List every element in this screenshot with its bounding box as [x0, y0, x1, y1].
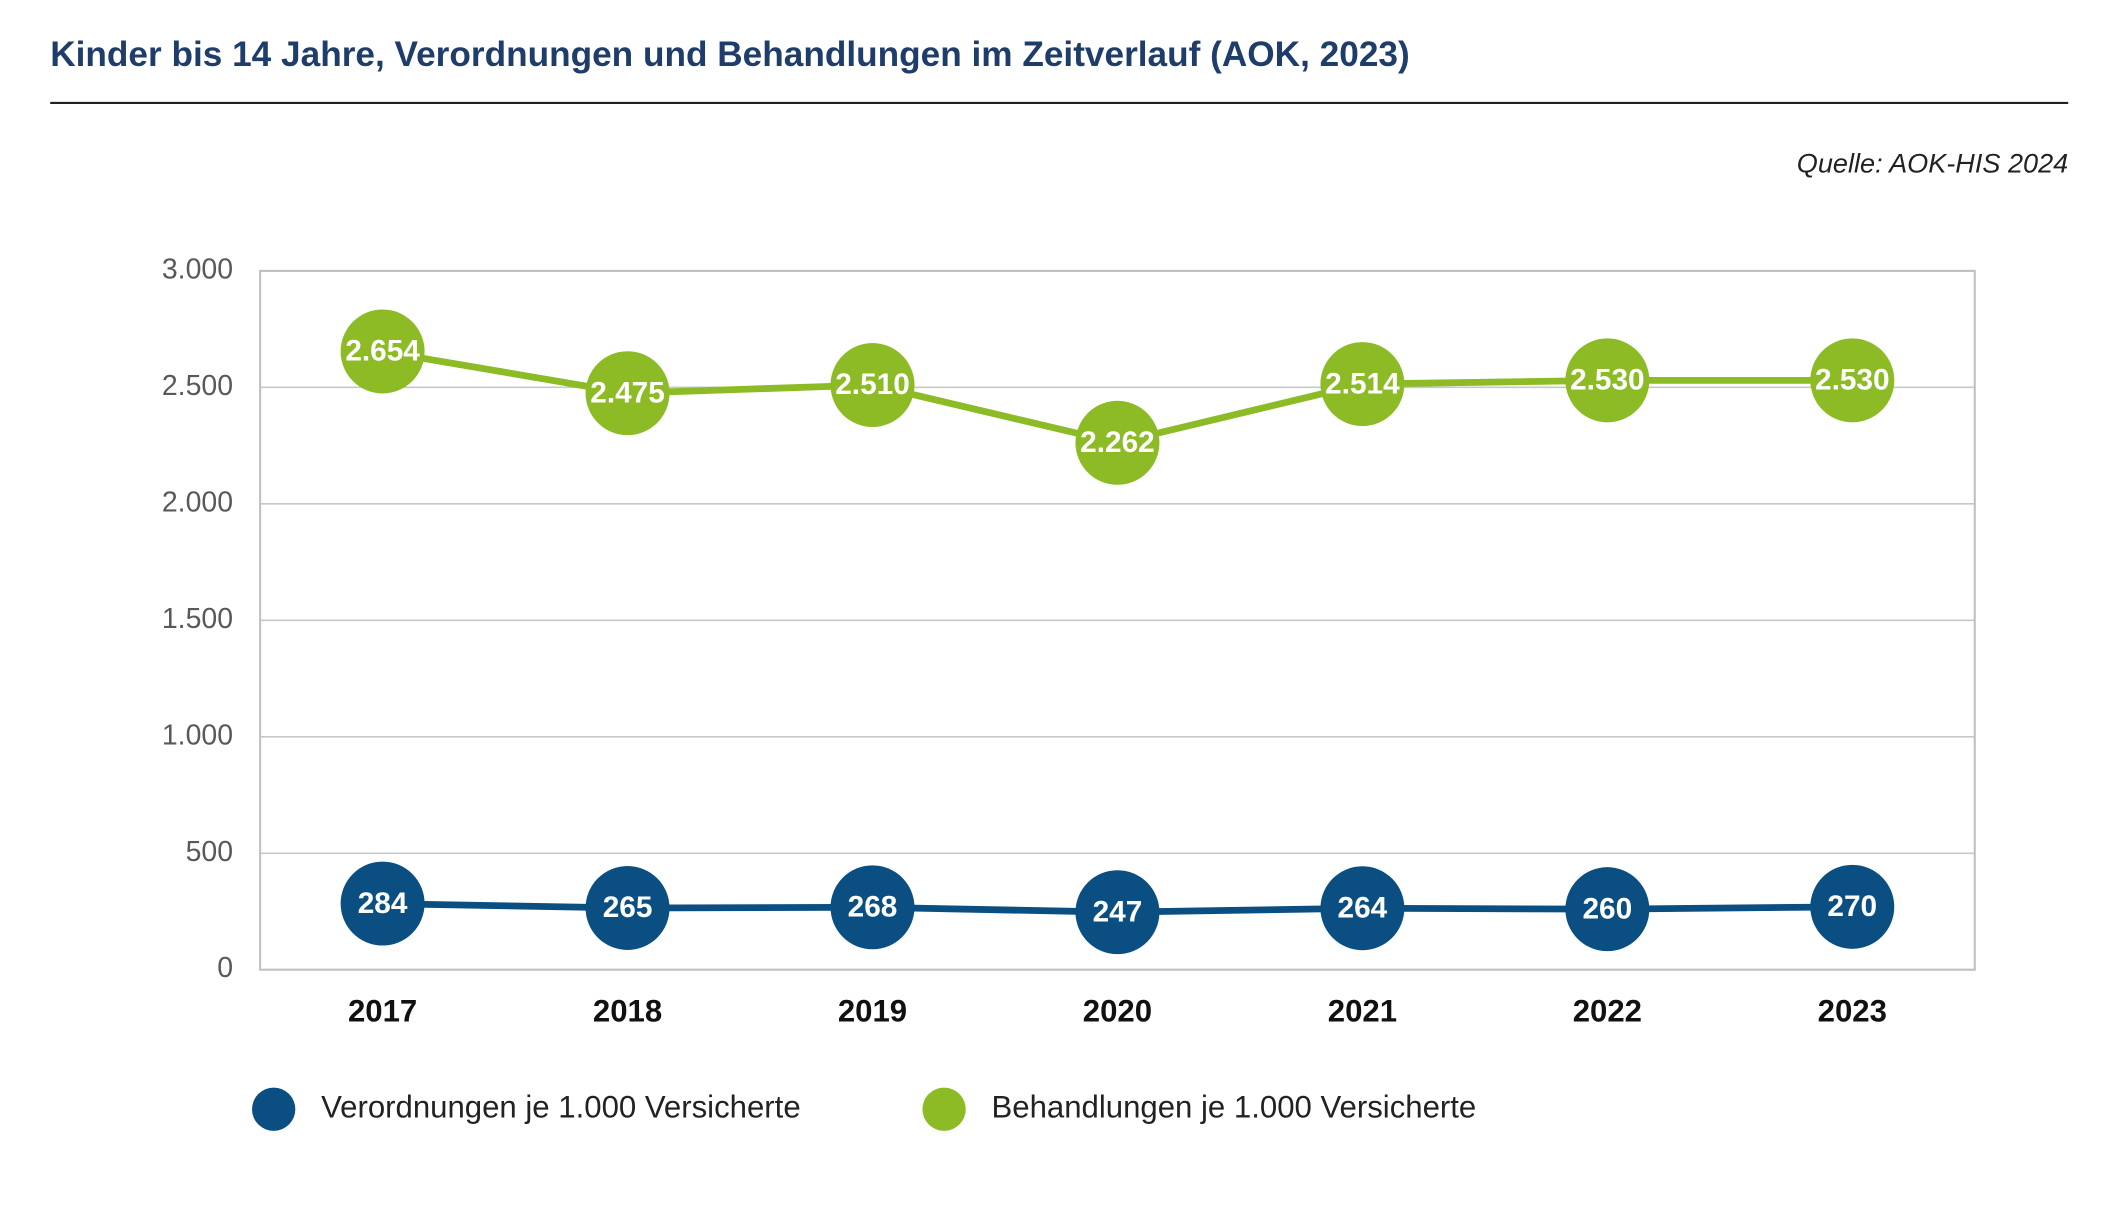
- data-point: [830, 343, 915, 428]
- y-tick-label: 500: [186, 836, 233, 868]
- data-label: 2.510: [835, 368, 910, 401]
- source: Quelle: AOK-HIS 2024: [1797, 147, 2068, 178]
- x-tick-label: 2022: [1573, 993, 1642, 1028]
- data-label: 2.262: [1080, 426, 1155, 459]
- data-point: [1320, 866, 1405, 951]
- data-label: 264: [1338, 891, 1388, 924]
- data-label: 247: [1093, 895, 1143, 928]
- data-point: [1810, 864, 1895, 949]
- data-point: [1565, 867, 1650, 952]
- legend-label: Verordnungen je 1.000 Versicherte: [321, 1089, 801, 1124]
- y-tick-label: 2.000: [162, 486, 233, 518]
- legend-marker: [922, 1087, 966, 1131]
- data-label: 284: [358, 887, 408, 920]
- y-tick-label: 2.500: [162, 370, 233, 402]
- data-point: [830, 865, 915, 950]
- legend-marker: [252, 1087, 296, 1131]
- data-label: 260: [1582, 892, 1632, 925]
- data-label: 2.530: [1815, 364, 1890, 397]
- data-label: 2.475: [590, 376, 665, 409]
- data-point: [1075, 400, 1160, 485]
- data-point: [1320, 342, 1405, 427]
- x-tick-label: 2019: [838, 993, 907, 1028]
- data-label: 265: [603, 891, 653, 924]
- data-label: 2.514: [1325, 367, 1400, 400]
- data-point: [585, 351, 670, 436]
- data-label: 268: [848, 891, 898, 924]
- x-tick-label: 2017: [348, 993, 417, 1028]
- data-label: 2.530: [1570, 364, 1645, 397]
- data-point: [340, 309, 425, 394]
- x-tick-label: 2023: [1818, 993, 1887, 1028]
- data-point: [1075, 870, 1160, 955]
- chart-title: Kinder bis 14 Jahre, Verordnungen und Be…: [50, 35, 1410, 74]
- x-tick-label: 2020: [1083, 993, 1152, 1028]
- x-tick-label: 2018: [593, 993, 662, 1028]
- y-tick-label: 3.000: [162, 253, 233, 285]
- data-point: [585, 866, 670, 950]
- y-tick-label: 1.500: [162, 603, 233, 635]
- data-point: [1810, 338, 1895, 423]
- data-point: [340, 861, 425, 946]
- data-point: [1565, 338, 1650, 423]
- x-tick-label: 2021: [1328, 993, 1397, 1028]
- y-tick-label: 0: [217, 952, 233, 984]
- data-label: 2.654: [345, 335, 420, 368]
- y-tick-label: 1.000: [162, 719, 233, 751]
- plot-border: [259, 269, 1976, 971]
- legend-label: Behandlungen je 1.000 Versicherte: [991, 1089, 1476, 1124]
- data-label: 270: [1827, 890, 1877, 923]
